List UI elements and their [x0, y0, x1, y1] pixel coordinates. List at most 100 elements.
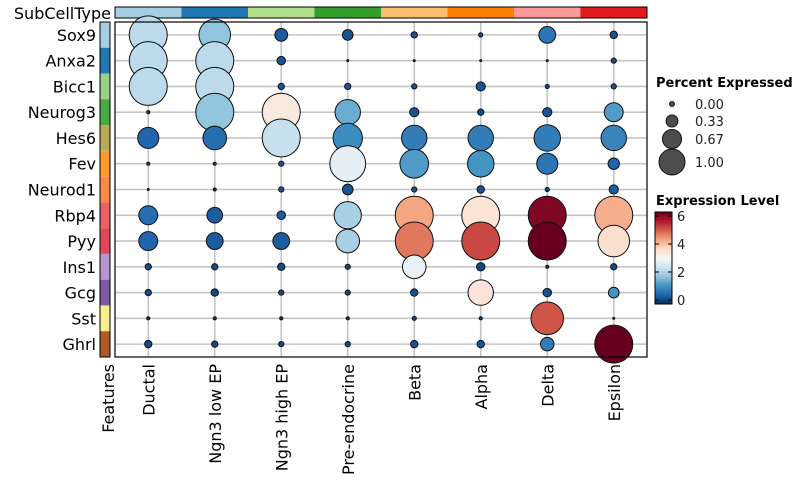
dot	[409, 107, 420, 118]
feature-label: Hes6	[56, 129, 96, 148]
dot	[612, 316, 616, 320]
dot	[411, 83, 418, 90]
dot	[609, 30, 618, 40]
dot	[195, 92, 235, 132]
dot	[411, 186, 418, 193]
dot	[597, 224, 631, 258]
dot	[279, 316, 284, 321]
feature-color-cell	[100, 73, 110, 100]
dot	[278, 186, 285, 193]
dot	[594, 324, 634, 364]
feature-color-cell	[100, 99, 110, 126]
size-legend-dot	[661, 128, 683, 150]
colorbar-tick-label: 6	[677, 210, 685, 225]
colorbar-tick-label: 4	[677, 238, 685, 253]
dot	[476, 185, 485, 194]
dot	[329, 145, 367, 183]
size-legend-label: 0.67	[695, 133, 724, 148]
feature-color-cell	[100, 47, 110, 74]
dot	[610, 83, 617, 90]
dot	[410, 339, 419, 349]
feature-label: Anxa2	[45, 52, 96, 71]
category-label: Pre-endocrine	[339, 364, 358, 475]
feature-label: Sox9	[57, 26, 96, 45]
size-legend-dot	[669, 101, 675, 107]
feature-color-cell	[100, 331, 110, 357]
category-label: Delta	[538, 364, 557, 407]
subcelltype-annotation-bar	[114, 6, 648, 19]
dot	[276, 55, 286, 66]
dot	[478, 32, 484, 38]
category-color-cell	[381, 7, 448, 18]
category-color-cell	[181, 7, 248, 18]
colorbar-tick-label: 0	[677, 294, 685, 309]
feature-label: Neurod1	[28, 181, 96, 200]
feature-label: Ins1	[63, 258, 96, 277]
category-color-cell	[115, 7, 182, 18]
plot-panel	[114, 15, 648, 364]
panel-border	[114, 21, 648, 358]
dot	[333, 201, 362, 230]
dot	[608, 184, 619, 195]
feature-label: Pyy	[67, 232, 96, 251]
dot	[345, 316, 350, 321]
category-label: Beta	[405, 364, 424, 401]
dot	[530, 301, 565, 336]
size-legend-label: 1.00	[695, 156, 724, 171]
top-annotation-label: SubCellType	[14, 4, 111, 23]
dot	[146, 110, 151, 115]
dot	[137, 126, 160, 150]
dot	[277, 262, 286, 272]
color-legend-title: Expression Level	[656, 194, 779, 209]
feature-color-cell	[100, 228, 110, 254]
dot	[211, 340, 219, 348]
dot	[278, 160, 285, 167]
category-labels: Ductal Ngn3 low EP Ngn3 high EP Pre-endocri…	[139, 364, 624, 475]
dot	[607, 157, 620, 170]
dot	[412, 59, 416, 63]
dot	[527, 221, 567, 261]
left-annotation-label: Features	[99, 364, 118, 433]
dot	[467, 124, 494, 152]
dot	[539, 336, 555, 352]
dot	[533, 124, 561, 152]
dot	[600, 124, 627, 152]
feature-color-cell	[100, 176, 110, 203]
dot	[544, 83, 550, 90]
dot	[202, 125, 228, 151]
dot	[603, 102, 624, 123]
dot	[272, 232, 291, 250]
feature-labels: Sox9 Anxa2 Bicc1 Neurog3 Hes6 Fev Neurod1 Rbp4 P…	[28, 26, 96, 354]
dot	[144, 263, 152, 271]
feature-color-cell	[100, 253, 110, 280]
dot	[410, 31, 418, 39]
category-color-cell	[514, 7, 581, 18]
category-label: Ductal	[139, 364, 158, 416]
size-legend-label: 0.33	[695, 115, 724, 130]
feature-label: Fev	[68, 155, 96, 174]
dot	[607, 286, 620, 299]
annotation-border	[114, 6, 648, 19]
dot	[274, 27, 289, 42]
features-annotation-bar	[99, 21, 111, 358]
dot	[544, 186, 550, 193]
dot	[277, 82, 285, 91]
dot	[341, 29, 354, 41]
feature-color-cell	[100, 150, 110, 177]
dot	[210, 288, 219, 297]
dot	[477, 108, 485, 116]
dot	[278, 340, 285, 348]
dot	[335, 228, 361, 254]
dot	[461, 221, 501, 261]
category-label: Ngn3 high EP	[272, 364, 291, 472]
size-legend-title: Percent Expressed	[656, 76, 793, 91]
dot	[278, 289, 285, 296]
category-color-cell	[314, 7, 381, 18]
dot	[536, 152, 559, 175]
dot	[394, 221, 434, 261]
category-label: Alpha	[472, 364, 491, 410]
dot	[344, 289, 351, 296]
dot	[276, 210, 286, 221]
dot	[401, 124, 428, 152]
